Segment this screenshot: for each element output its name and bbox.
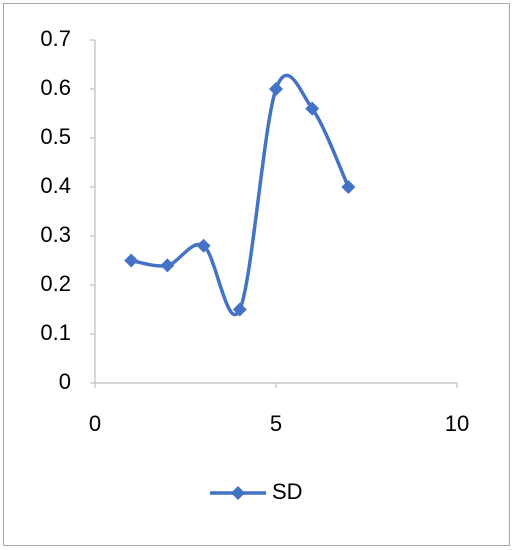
x-tick-label: 10 [445,411,469,436]
x-tick-label: 5 [270,411,282,436]
marker [341,180,356,194]
marker [269,82,283,96]
y-tick-label: 0.3 [40,222,71,247]
y-tick-label: 0.5 [40,124,71,149]
legend-label: SD [272,479,303,504]
y-tick-label: 0.2 [40,271,71,296]
marker [305,101,320,116]
y-tick-label: 0.4 [40,173,71,198]
y-tick-label: 0.6 [40,75,71,100]
marker [196,238,211,253]
marker [232,302,247,317]
marker [160,258,175,273]
y-tick-label: 0 [59,369,71,394]
legend-marker [231,486,245,500]
y-tick-label: 0.1 [40,320,71,345]
chart-border [3,3,510,546]
marker [124,253,139,268]
y-tick-label: 0.7 [40,26,71,51]
x-tick-label: 0 [89,411,101,436]
